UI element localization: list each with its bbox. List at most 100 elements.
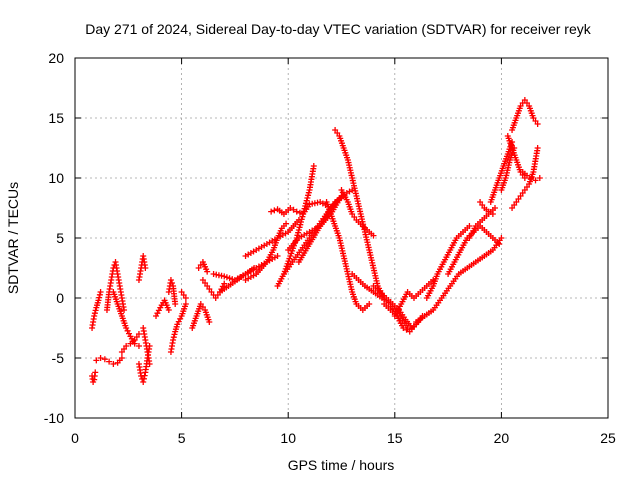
data-point (123, 343, 130, 349)
data-point (182, 301, 189, 307)
data-point (135, 331, 142, 337)
data-point-interp (96, 291, 103, 298)
data-series-arc-9 (140, 325, 153, 367)
data-series-arc-6 (118, 331, 142, 355)
data-series-arc-1 (89, 369, 99, 385)
data-point-interp (223, 274, 230, 281)
y-axis-label: SDTVAR / TECUs (5, 182, 21, 294)
data-point-interp (295, 227, 302, 233)
data-point-interp (96, 294, 103, 301)
data-point (274, 253, 281, 259)
data-point-interp (296, 209, 303, 216)
data-point (293, 208, 300, 215)
y-tick-label: 0 (56, 290, 64, 306)
data-series-arc-43 (519, 169, 543, 184)
data-point (268, 208, 275, 215)
data-point (167, 277, 174, 283)
data-point (534, 121, 541, 127)
data-series-arc-28 (338, 187, 377, 239)
data-point-interp (302, 203, 309, 209)
data-point-interp (140, 375, 147, 382)
y-tick-label: -10 (44, 410, 64, 426)
chart-title: Day 271 of 2024, Sidereal Day-to-day VTE… (85, 21, 591, 37)
data-series-arc-27 (323, 199, 373, 313)
data-point-interp (300, 208, 307, 215)
data-point (300, 211, 307, 217)
data-point (523, 172, 530, 179)
data-point (97, 355, 104, 361)
data-point (92, 369, 99, 376)
plot-area-border (74, 57, 609, 419)
data-series-arc-14 (189, 301, 213, 331)
data-point-interp (170, 334, 177, 341)
data-point (146, 361, 153, 367)
data-series-arc-8 (135, 253, 149, 283)
data-point-interp (141, 372, 148, 379)
data-point (121, 307, 128, 313)
data-point (489, 211, 496, 217)
data-point (528, 175, 535, 181)
data-point-interp (305, 192, 312, 199)
data-point (101, 356, 108, 363)
data-point (182, 295, 189, 301)
data-point-interp (303, 197, 310, 204)
data-series-arc-34 (423, 223, 473, 301)
data-point (251, 265, 258, 271)
data-series-arc-15 (195, 259, 211, 275)
y-tick-label: 10 (48, 170, 64, 186)
data-point-interp (298, 216, 305, 223)
data-series-arc-35 (445, 223, 503, 277)
y-tick-label: 15 (48, 110, 64, 126)
x-tick-label: 20 (494, 430, 510, 446)
data-series-arc-13 (178, 289, 189, 301)
data-point-interp (295, 229, 302, 236)
data-series-arc-37 (477, 199, 496, 217)
data-point (204, 268, 211, 275)
data-point (140, 379, 147, 385)
data-point (221, 280, 228, 287)
data-point (287, 205, 294, 211)
data-point (206, 319, 213, 325)
data-series-arc-33 (413, 235, 505, 325)
data-series-arc-2 (89, 289, 104, 331)
data-point (498, 235, 505, 241)
data-series-arc-40 (509, 97, 541, 133)
data-point-interp (297, 221, 304, 228)
x-tick-label: 15 (387, 430, 403, 446)
x-axis-label: GPS time / hours (288, 457, 395, 473)
data-point-interp (297, 219, 304, 225)
data-point-interp (226, 275, 233, 282)
data-series-arc-42 (509, 145, 541, 211)
data-point-interp (301, 205, 308, 212)
data-point (118, 355, 125, 361)
x-tick-label: 5 (178, 430, 186, 446)
data-series-arc-3 (93, 355, 125, 367)
x-tick-label: 25 (600, 430, 616, 446)
data-point-interp (92, 307, 99, 314)
data-series-arc-10 (153, 297, 172, 319)
data-point-interp (302, 200, 309, 207)
data-point (370, 232, 377, 239)
data-point-interp (171, 331, 178, 338)
data-point (91, 313, 98, 319)
x-tick-label: 0 (71, 430, 79, 446)
y-tick-label: 20 (48, 50, 64, 66)
data-point (165, 307, 172, 313)
data-point (93, 357, 100, 364)
data-point-interp (271, 207, 278, 214)
data-point-interp (91, 310, 98, 317)
data-point (283, 220, 290, 227)
data-point-interp (290, 206, 297, 213)
data-point (97, 289, 104, 295)
data-point-interp (304, 195, 311, 201)
data-point-interp (305, 189, 312, 196)
data-point (534, 145, 541, 151)
y-tick-label: -5 (52, 350, 65, 366)
data-point (95, 297, 102, 304)
data-series-arc-11 (165, 277, 179, 307)
data-series-arc-32 (391, 277, 437, 319)
data-series-arc-18 (216, 265, 258, 295)
data-point (496, 241, 503, 247)
